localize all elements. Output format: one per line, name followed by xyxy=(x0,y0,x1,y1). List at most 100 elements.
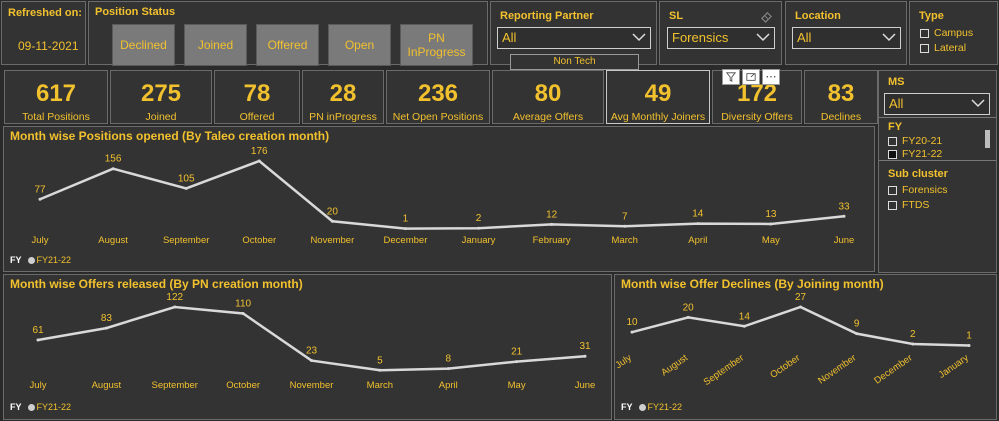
location-title: Location xyxy=(795,10,841,22)
checkbox[interactable] xyxy=(888,185,897,195)
legend-label: FY xyxy=(621,402,633,412)
status-offered-button[interactable]: Offered xyxy=(256,24,319,66)
data-point[interactable] xyxy=(911,342,915,346)
kpi-label: Avg Monthly Joiners xyxy=(610,111,706,123)
data-label: 14 xyxy=(739,311,751,322)
checkbox[interactable] xyxy=(920,28,929,38)
x-tick-label: May xyxy=(508,380,526,391)
data-point[interactable] xyxy=(378,368,382,372)
checkbox[interactable] xyxy=(920,43,929,53)
checkbox-checked[interactable] xyxy=(888,149,897,159)
status-joined-button[interactable]: Joined xyxy=(184,24,247,66)
data-point[interactable] xyxy=(696,222,700,226)
refreshed-label: Refreshed on: xyxy=(8,7,82,19)
status-declined-button[interactable]: Declined xyxy=(112,24,175,66)
data-point[interactable] xyxy=(515,360,519,364)
kpi-value: 83 xyxy=(827,80,855,107)
sl-dropdown[interactable]: Forensics xyxy=(667,27,775,49)
type-option-campus[interactable]: Campus xyxy=(920,26,973,41)
kpi-value: 80 xyxy=(534,80,562,107)
data-point[interactable] xyxy=(630,330,634,334)
type-title: Type xyxy=(919,10,944,22)
data-point[interactable] xyxy=(799,305,802,309)
fy-option-fy20-21[interactable]: FY20-21 xyxy=(888,135,942,148)
x-tick-label: October xyxy=(242,235,276,246)
data-point[interactable] xyxy=(583,354,587,358)
fy-filter-title: FY xyxy=(888,121,903,133)
reporting-partner-dropdown[interactable]: All xyxy=(497,27,651,49)
kpi-value: 236 xyxy=(417,80,459,107)
data-point[interactable] xyxy=(111,167,115,171)
data-point[interactable] xyxy=(257,159,261,163)
data-point[interactable] xyxy=(842,214,846,218)
x-tick-label: April xyxy=(688,235,707,246)
chevron-down-icon xyxy=(882,33,896,42)
legend-item: FY21-22 xyxy=(36,255,72,265)
data-point[interactable] xyxy=(173,305,177,309)
data-point[interactable] xyxy=(967,344,971,348)
data-label: 33 xyxy=(838,201,850,212)
x-tick-label: December xyxy=(872,352,914,386)
data-point[interactable] xyxy=(330,219,334,223)
checkbox[interactable] xyxy=(888,200,897,210)
sub-cluster-option-forensics[interactable]: Forensics xyxy=(888,183,948,198)
location-dropdown[interactable]: All xyxy=(792,27,901,49)
more-options-icon[interactable]: ⋯ xyxy=(762,69,780,85)
reporting-partner-value: All xyxy=(502,30,517,45)
chart-title: Month wise Positions opened (By Taleo cr… xyxy=(10,129,330,143)
data-point[interactable] xyxy=(446,367,450,371)
legend-label: FY xyxy=(10,255,22,265)
kpi-net-open-positions: 236 Net Open Positions xyxy=(386,70,490,124)
data-point[interactable] xyxy=(769,222,773,226)
data-label: 23 xyxy=(306,346,318,357)
data-point[interactable] xyxy=(623,224,627,228)
chevron-down-icon xyxy=(971,99,985,108)
chart-offers-released-svg: 61 83 122 110 23 5 8 21 31 July August September Oct… xyxy=(30,292,596,391)
type-option-lateral[interactable]: Lateral xyxy=(920,41,973,56)
kpi-label: Net Open Positions xyxy=(392,111,484,123)
data-point[interactable] xyxy=(104,326,108,330)
kpi-label: Declines xyxy=(820,111,862,123)
refreshed-panel: Refreshed on: 09-11-2021 xyxy=(1,1,86,65)
sub-cluster-option-ftds[interactable]: FTDS xyxy=(888,198,948,213)
visual-header-toolbar: ⋯ xyxy=(722,69,784,87)
checkbox[interactable] xyxy=(888,136,897,146)
data-point[interactable] xyxy=(855,332,859,336)
non-tech-button[interactable]: Non Tech xyxy=(510,54,639,70)
x-tick-label: June xyxy=(575,380,596,391)
data-point[interactable] xyxy=(686,315,690,319)
focus-mode-icon[interactable] xyxy=(742,69,760,85)
data-point[interactable] xyxy=(241,311,245,315)
x-tick-label: August xyxy=(92,380,122,391)
scrollbar[interactable] xyxy=(985,130,990,148)
fy-option-fy21-22[interactable]: FY21-22 xyxy=(888,148,942,161)
data-point[interactable] xyxy=(310,359,313,363)
data-label: 1 xyxy=(403,214,409,225)
data-label: 61 xyxy=(32,325,44,336)
position-status-title: Position Status xyxy=(95,6,176,18)
data-point[interactable] xyxy=(477,226,481,230)
x-tick-label: November xyxy=(310,235,354,246)
x-tick-label: November xyxy=(290,380,334,391)
status-open-button[interactable]: Open xyxy=(328,24,391,66)
data-point[interactable] xyxy=(184,186,188,190)
data-point[interactable] xyxy=(742,324,746,328)
data-label: 77 xyxy=(34,184,46,195)
x-tick-label: June xyxy=(834,235,855,246)
sub-cluster-options: Forensics FTDS xyxy=(888,183,948,213)
status-pn-inprogress-button[interactable]: PN InProgress xyxy=(400,24,473,66)
ms-dropdown[interactable]: All xyxy=(884,93,990,115)
data-label: 2 xyxy=(476,213,482,224)
data-point[interactable] xyxy=(550,222,554,226)
kpi-pn-inprogress: 28 PN inProgress xyxy=(302,70,384,124)
data-point[interactable] xyxy=(403,227,407,231)
chart-offer-declines-svg: 10 20 14 27 9 2 1 July August September October Nov… xyxy=(615,292,972,388)
sub-cluster-option-label: FTDS xyxy=(902,199,930,211)
eraser-icon[interactable] xyxy=(760,10,773,23)
data-point[interactable] xyxy=(36,338,40,342)
sub-cluster-title: Sub cluster xyxy=(888,168,948,180)
filter-icon[interactable] xyxy=(722,69,740,85)
chart-legend: FY FY21-22 xyxy=(10,402,71,412)
data-point[interactable] xyxy=(38,197,42,201)
